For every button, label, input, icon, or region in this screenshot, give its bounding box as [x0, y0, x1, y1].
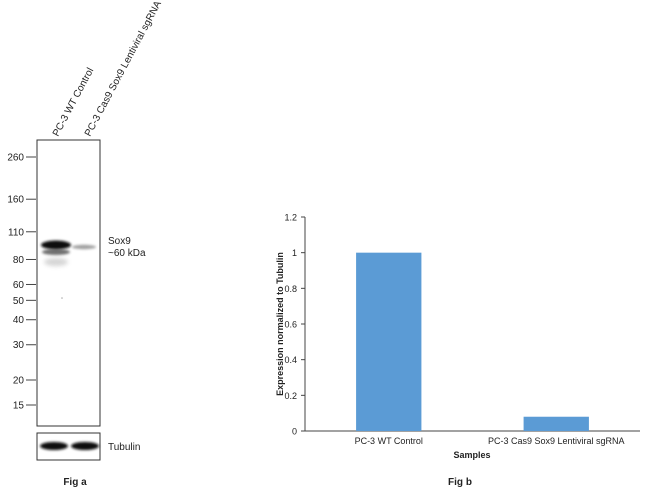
ladder-label: 20 — [13, 375, 25, 386]
fig-a-caption: Fig a — [63, 477, 87, 488]
x-tick-label: PC-3 Cas9 Sox9 Lentiviral sgRNA — [488, 436, 625, 446]
bar-chart-panel: 0 0.2 0.4 0.6 0.8 1 1.2 PC-3 WT Control PC-3 Ca… — [275, 213, 640, 488]
bar — [356, 252, 422, 431]
y-axis-title: Expression normalized to Tubulin — [275, 252, 285, 396]
ladder-label: 80 — [13, 255, 25, 266]
band-wt-sox9 — [41, 240, 71, 250]
ladder-label: 110 — [8, 227, 24, 238]
y-tick-label: 1.2 — [284, 213, 297, 223]
blot-speck — [61, 297, 63, 299]
ladder-label: 50 — [13, 296, 25, 307]
target-band-size: ~60 kDa — [108, 248, 146, 259]
ladder-markers: 260 160 110 80 60 50 40 30 20 15 — [7, 153, 36, 412]
ladder-label: 30 — [13, 340, 25, 351]
y-tick-label: 1 — [292, 248, 297, 258]
y-tick-label: 0.6 — [284, 320, 297, 330]
ladder-label: 15 — [13, 401, 25, 412]
sox9-bands — [41, 240, 96, 299]
tubulin-bands — [40, 442, 99, 450]
x-tick-labels: PC-3 WT Control PC-3 Cas9 Sox9 Lentiviral… — [355, 436, 625, 446]
band-wt-sox9-lower — [42, 249, 70, 255]
y-tick-label: 0 — [292, 427, 297, 437]
y-ticks: 0 0.2 0.4 0.6 0.8 1 1.2 — [284, 213, 305, 437]
band-ko-tubulin — [71, 442, 99, 450]
ladder-label: 60 — [13, 280, 25, 291]
y-tick-label: 0.4 — [284, 355, 297, 365]
lane-label-2: PC-3 Cas9 Sox9 Lentiviral sgRNA — [83, 0, 164, 138]
loading-control-label: Tubulin — [108, 442, 140, 453]
band-wt-tubulin — [40, 442, 68, 450]
ladder-label: 260 — [7, 153, 24, 164]
blot-membrane — [36, 139, 101, 427]
ladder-label: 40 — [13, 315, 25, 326]
band-wt-smear — [44, 258, 68, 266]
ladder-label: 160 — [7, 195, 24, 206]
western-blot-panel: PC-3 WT Control PC-3 Cas9 Sox9 Lentivira… — [7, 0, 164, 488]
bar — [523, 416, 589, 431]
bars — [356, 252, 589, 431]
fig-b-caption: Fig b — [448, 477, 472, 488]
x-tick-label: PC-3 WT Control — [355, 436, 423, 446]
target-band-name: Sox9 — [108, 236, 131, 247]
y-tick-label: 0.8 — [284, 284, 297, 294]
x-axis-title: Samples — [453, 450, 490, 460]
band-ko-sox9 — [72, 244, 96, 250]
y-tick-label: 0.2 — [284, 391, 297, 401]
